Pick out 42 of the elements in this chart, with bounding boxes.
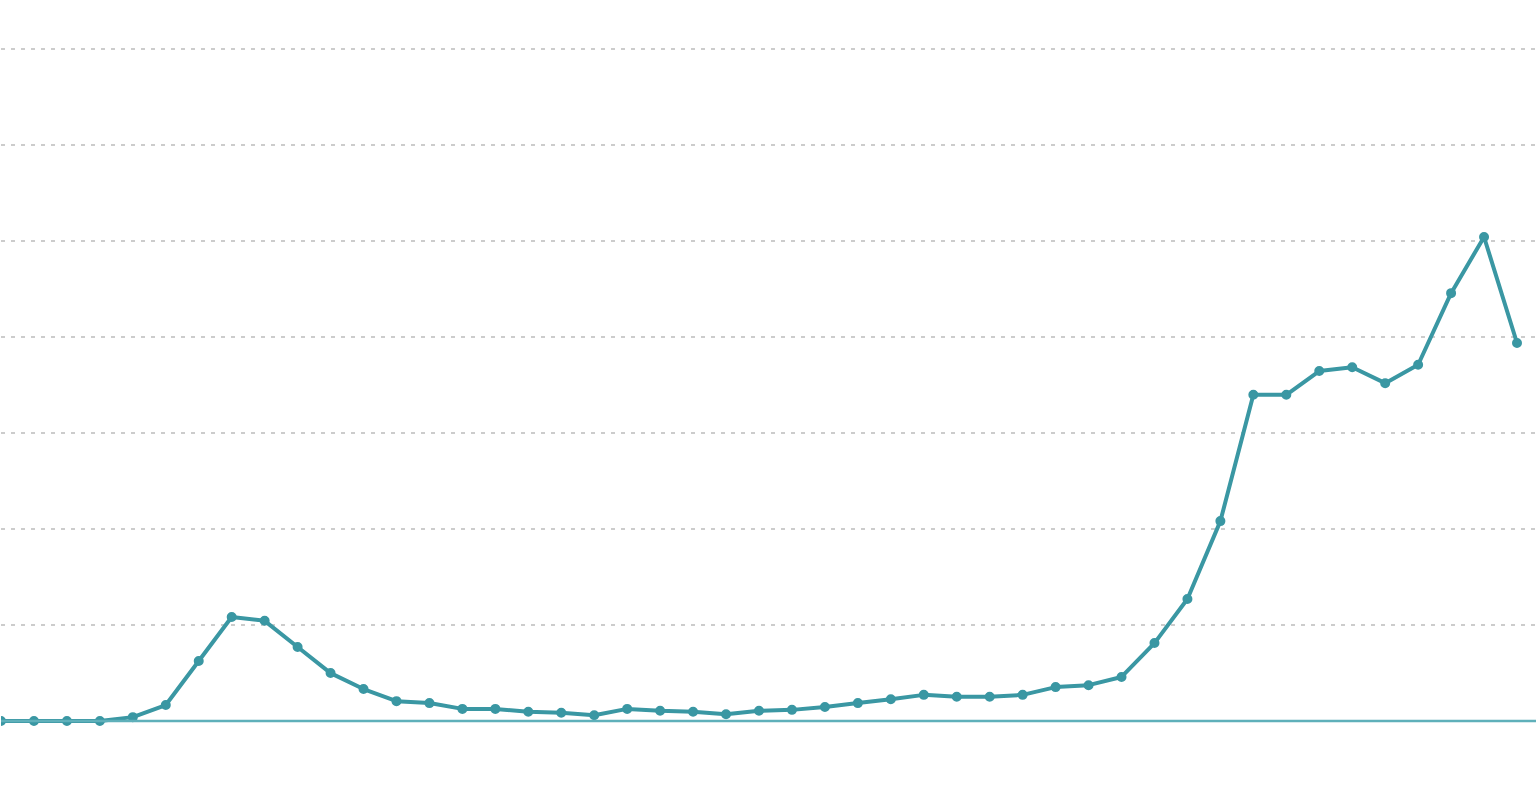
point: [1248, 389, 1259, 400]
point: [655, 705, 666, 716]
point: [1083, 680, 1094, 691]
point: [1413, 359, 1424, 370]
point: [193, 655, 204, 666]
point: [226, 611, 237, 622]
point: [1281, 389, 1292, 400]
point: [1149, 638, 1160, 649]
point: [1116, 671, 1127, 682]
point: [1446, 288, 1457, 299]
point: [1017, 689, 1028, 700]
point: [786, 704, 797, 715]
point: [688, 706, 699, 717]
point: [556, 707, 567, 718]
point: [984, 691, 995, 702]
point: [885, 694, 896, 705]
point: [259, 615, 270, 626]
point: [1347, 362, 1358, 373]
point: [457, 703, 468, 714]
point: [358, 684, 369, 695]
point: [1512, 338, 1522, 348]
point: [490, 703, 501, 714]
point: [1314, 366, 1325, 377]
point: [1380, 378, 1391, 389]
point: [1215, 516, 1226, 527]
point: [424, 698, 435, 709]
point: [523, 706, 534, 717]
point: [622, 703, 633, 714]
point: [819, 701, 830, 712]
point: [1050, 682, 1061, 693]
point: [852, 698, 863, 709]
point: [951, 691, 962, 702]
point: [391, 696, 402, 707]
point: [1479, 232, 1490, 242]
point: [721, 709, 732, 720]
point: [160, 700, 171, 711]
point: [589, 710, 600, 721]
point: [325, 668, 336, 679]
point: [292, 641, 303, 652]
point: [754, 705, 764, 716]
point: [918, 689, 929, 700]
point: [1182, 594, 1193, 605]
